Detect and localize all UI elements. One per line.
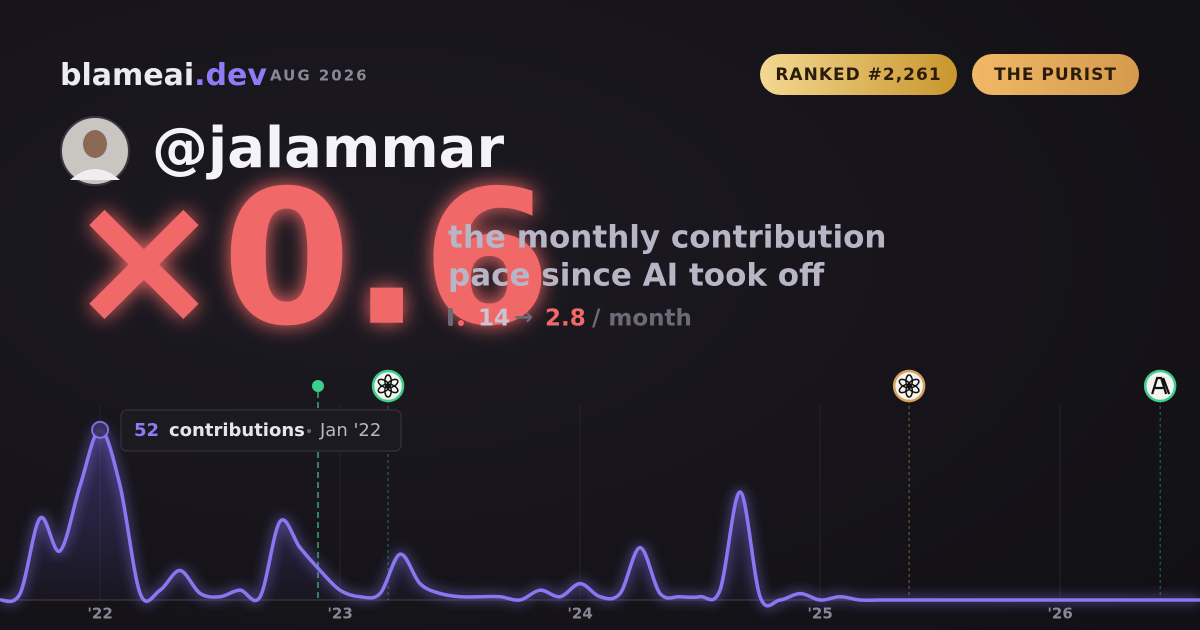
event-badge <box>371 369 405 403</box>
icon-petal <box>377 378 390 389</box>
icon-petal <box>898 378 911 389</box>
event-badge <box>892 369 926 403</box>
x-tick-label: '25 <box>807 605 832 623</box>
multiplier: ×0.6 <box>66 150 551 367</box>
hover-point <box>91 420 110 439</box>
line <box>0 428 1200 608</box>
area <box>0 429 1200 606</box>
event-icon <box>892 369 926 403</box>
badge <box>760 54 957 95</box>
description: pace since AI took off <box>448 258 825 294</box>
tooltip-value: 52 <box>134 420 159 441</box>
brand-suffix: .dev <box>194 58 267 93</box>
separator <box>307 429 311 433</box>
after-value: 2.8 <box>545 306 586 332</box>
event-icon <box>1143 369 1177 403</box>
x-tick-label: '24 <box>567 605 592 623</box>
icon-glyph <box>1151 376 1171 395</box>
brand: blameai.dev <box>60 58 267 93</box>
unit: / month <box>592 306 692 332</box>
description: the monthly contribution <box>448 220 886 256</box>
arrow: → <box>514 305 533 331</box>
tooltip-date: Jan '22 <box>319 420 381 441</box>
x-tick-label: '22 <box>87 605 112 623</box>
event-badge <box>1143 369 1177 403</box>
badge-text: RANKED #2,261 <box>775 65 941 85</box>
event-icon <box>371 369 405 403</box>
badge-text: THE PURIST <box>994 65 1117 85</box>
before-value: 14 <box>478 306 510 332</box>
tooltip: 52 contributions Jan '22 <box>120 409 402 452</box>
x-tick-label: '26 <box>1047 605 1072 623</box>
event-dot <box>312 380 324 392</box>
avatar <box>60 116 130 186</box>
date: AUG 2026 <box>270 67 369 85</box>
tooltip-label: contributions <box>169 420 305 441</box>
tooltip-box <box>120 409 402 452</box>
chart: '22 '23 '24 '25 '26 <box>0 369 1200 623</box>
badge <box>972 54 1139 95</box>
rate-icon <box>448 308 464 326</box>
x-tick-label: '23 <box>327 605 352 623</box>
username: @jalammar <box>152 116 504 181</box>
brand-name: blameai <box>60 58 194 93</box>
